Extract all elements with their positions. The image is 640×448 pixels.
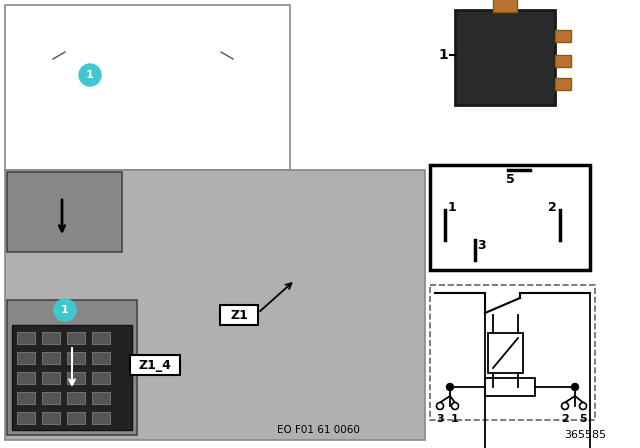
Bar (555, 78, 571, 90)
Bar (42, 352, 60, 364)
Text: 5: 5 (506, 172, 515, 185)
Circle shape (579, 402, 586, 409)
Bar (493, 0, 517, 12)
Text: 3: 3 (436, 414, 444, 424)
Text: Z1: Z1 (230, 309, 248, 322)
Bar (42, 412, 60, 424)
Bar (67, 352, 85, 364)
Bar (17, 412, 35, 424)
Bar (485, 378, 535, 396)
Bar (67, 412, 85, 424)
Bar (92, 352, 110, 364)
Bar (7, 300, 137, 435)
Bar (92, 412, 110, 424)
Bar (130, 355, 180, 375)
Bar (5, 5, 290, 170)
Bar (488, 333, 523, 373)
Circle shape (436, 402, 444, 409)
Bar (92, 392, 110, 404)
Circle shape (447, 383, 454, 391)
Circle shape (561, 402, 568, 409)
Bar (17, 372, 35, 384)
Text: 1: 1 (451, 414, 459, 424)
Text: 2: 2 (561, 414, 569, 424)
Bar (7, 172, 122, 252)
Bar (67, 332, 85, 344)
Text: 1: 1 (86, 70, 94, 80)
Bar (220, 305, 258, 325)
Bar (430, 285, 595, 420)
Bar (17, 352, 35, 364)
Bar (92, 332, 110, 344)
Text: 2: 2 (548, 201, 556, 214)
Bar (555, 30, 571, 42)
Text: 5: 5 (579, 414, 587, 424)
Bar (455, 10, 555, 105)
Bar (555, 55, 571, 67)
Circle shape (572, 383, 579, 391)
Circle shape (79, 64, 101, 86)
Text: 1: 1 (447, 201, 456, 214)
Bar (42, 392, 60, 404)
Bar (67, 372, 85, 384)
Bar (12, 325, 132, 430)
Circle shape (54, 299, 76, 321)
Bar (92, 372, 110, 384)
Bar (17, 392, 35, 404)
Bar (42, 372, 60, 384)
Text: 365585: 365585 (564, 430, 606, 440)
Text: Z1_4: Z1_4 (139, 358, 172, 371)
Text: 1: 1 (61, 305, 69, 315)
Bar (430, 165, 590, 270)
Text: EO F01 61 0060: EO F01 61 0060 (277, 425, 360, 435)
Bar (42, 332, 60, 344)
Bar (67, 392, 85, 404)
Bar (5, 170, 425, 440)
Text: 3: 3 (477, 238, 486, 251)
Circle shape (451, 402, 458, 409)
Bar (17, 332, 35, 344)
Text: 1: 1 (438, 48, 448, 62)
